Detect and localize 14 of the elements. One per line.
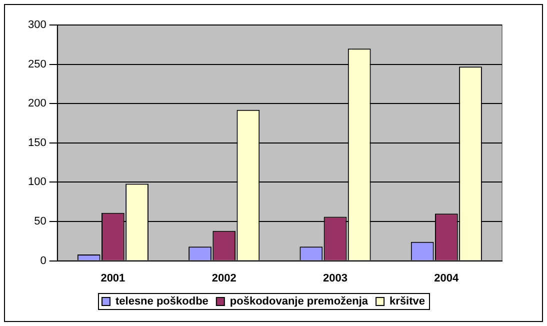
- x-tick-label: 2002: [212, 272, 236, 284]
- x-tick-label: 2001: [100, 272, 126, 284]
- y-tick-label: 200: [28, 98, 46, 110]
- y-tick-label: 100: [28, 176, 46, 188]
- legend-label: telesne poškodbe: [115, 296, 208, 308]
- y-tick-label: 50: [34, 216, 46, 228]
- y-tick-label: 150: [28, 136, 46, 149]
- legend-label: poškodovanje premoženja: [230, 296, 369, 308]
- x-tick-label: 2003: [323, 272, 348, 284]
- y-tick-label: 250: [28, 58, 46, 70]
- y-tick-label: 0: [40, 254, 46, 267]
- legend-label: kršitve: [390, 296, 426, 308]
- x-tick-label: 2004: [434, 272, 460, 284]
- y-tick-label: 300: [28, 19, 46, 32]
